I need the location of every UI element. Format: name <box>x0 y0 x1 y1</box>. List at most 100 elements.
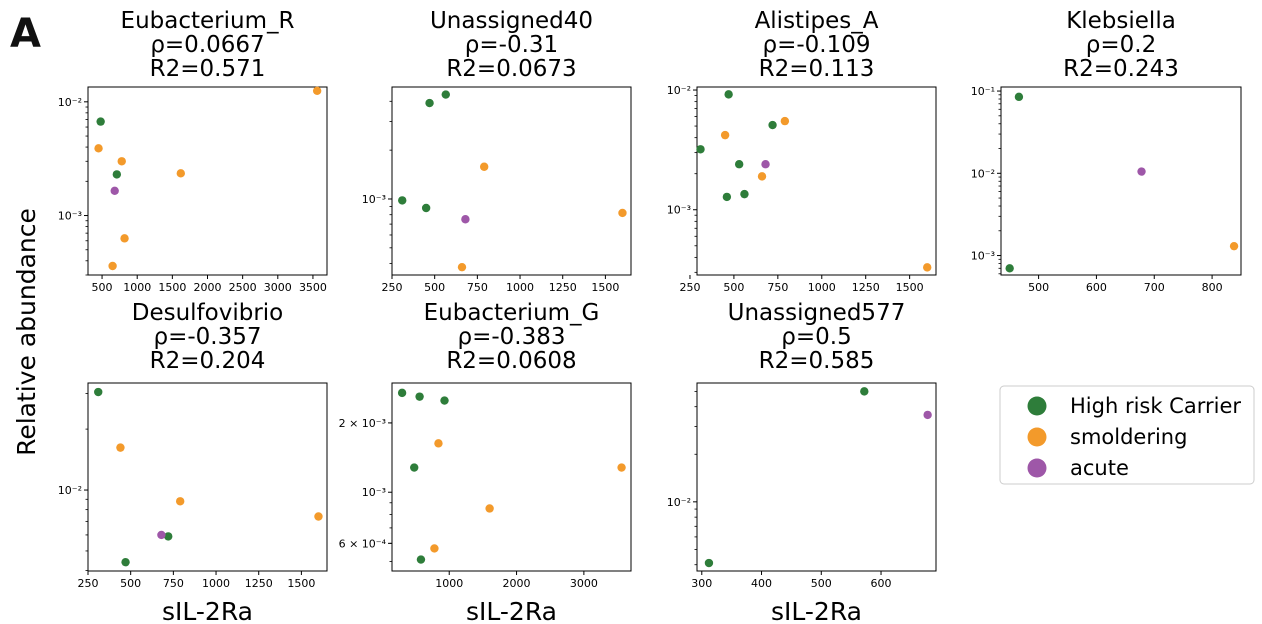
y-tick-label: 10⁻³ <box>362 193 386 206</box>
x-tick-label: 600 <box>871 577 892 590</box>
data-point-high-risk-carrier <box>860 387 869 396</box>
x-tick-label: 400 <box>751 577 772 590</box>
panel-title-line: Unassigned577 <box>728 300 906 326</box>
x-tick-label: 500 <box>92 281 113 294</box>
x-tick-label: 1500 <box>158 281 186 294</box>
data-point-smoldering <box>457 262 467 272</box>
y-tick-label: 10⁻³ <box>58 210 82 223</box>
x-tick-label: 1000 <box>808 281 836 294</box>
data-point-acute <box>110 186 119 196</box>
x-tick-label: 750 <box>163 577 184 590</box>
x-tick-label: 2500 <box>229 281 257 294</box>
data-point-acute <box>1137 167 1146 176</box>
data-point-smoldering <box>923 263 932 272</box>
data-point-high-risk-carrier <box>1005 264 1014 273</box>
legend-marker <box>1027 427 1047 447</box>
y-axis-label: Relative abundance <box>12 208 41 456</box>
x-tick-label: 3000 <box>264 281 292 294</box>
x-tick-label: 500 <box>1028 281 1049 294</box>
data-point-high-risk-carrier <box>96 117 105 126</box>
panel-title-line: Desulfovibrio <box>132 300 284 326</box>
y-tick-label: 2 × 10⁻³ <box>339 417 386 430</box>
data-point-high-risk-carrier <box>1014 92 1024 102</box>
data-point-high-risk-carrier <box>415 392 424 401</box>
x-axis-label: sIL-2Ra <box>771 597 862 624</box>
data-point-high-risk-carrier <box>112 170 122 179</box>
x-tick-label: 800 <box>1202 281 1223 294</box>
x-tick-label: 1000 <box>123 281 151 294</box>
y-tick-label: 10⁻² <box>971 167 995 180</box>
panel-title-line: ρ=-0.31 <box>465 32 558 58</box>
y-tick-label: 10⁻² <box>58 484 82 497</box>
x-tick-label: 1500 <box>287 577 315 590</box>
x-tick-label: 1000 <box>202 577 230 590</box>
axes-frame <box>696 86 937 276</box>
data-point-high-risk-carrier <box>410 463 419 472</box>
legend-marker <box>1027 458 1047 478</box>
x-tick-label: 750 <box>467 281 488 294</box>
panel-letter: A <box>10 11 41 57</box>
data-point-smoldering <box>757 172 767 181</box>
panel-title-line: R2=0.243 <box>1063 56 1179 82</box>
x-tick-label: 1000 <box>435 577 463 590</box>
data-point-high-risk-carrier <box>421 203 431 213</box>
data-point-high-risk-carrier <box>398 196 407 205</box>
y-tick-label: 10⁻² <box>58 96 82 109</box>
y-tick-label: 10⁻² <box>667 84 691 97</box>
panel-title-line: Alistipes_A <box>755 8 879 34</box>
y-tick-label: 10⁻³ <box>362 486 386 499</box>
axes-frame <box>696 382 937 572</box>
panel-title-line: ρ=0.5 <box>781 324 851 350</box>
data-point-high-risk-carrier <box>734 160 744 169</box>
x-tick-label: 500 <box>723 281 744 294</box>
axes-frame <box>391 382 632 572</box>
x-tick-label: 500 <box>120 577 141 590</box>
data-point-smoldering <box>720 130 730 140</box>
panel-title-line: R2=0.113 <box>759 56 875 82</box>
y-tick-label: 6 × 10⁻⁴ <box>339 537 387 550</box>
data-point-smoldering <box>618 208 627 218</box>
data-point-high-risk-carrier <box>397 388 407 398</box>
panel-title-line: R2=0.0608 <box>446 348 576 374</box>
axes-frame <box>87 382 328 572</box>
data-point-smoldering <box>617 463 626 472</box>
x-axis-label: sIL-2Ra <box>162 597 253 624</box>
legend-box <box>999 385 1255 485</box>
x-tick-label: 500 <box>424 281 445 294</box>
x-tick-label: 250 <box>78 577 99 590</box>
data-point-high-risk-carrier <box>722 192 732 202</box>
legend-label: High risk Carrier <box>1070 394 1241 418</box>
panel-title-line: ρ=0.2 <box>1086 32 1156 58</box>
panel-title-line: Unassigned40 <box>430 8 593 34</box>
data-point-high-risk-carrier <box>724 90 733 99</box>
legend-label: acute <box>1070 456 1129 480</box>
data-point-smoldering <box>176 169 185 178</box>
x-tick-label: 1500 <box>896 281 924 294</box>
data-point-high-risk-carrier <box>768 120 777 130</box>
data-point-high-risk-carrier <box>696 145 705 154</box>
y-tick-label: 10⁻¹ <box>971 85 995 98</box>
panel-title-line: ρ=-0.109 <box>762 32 870 58</box>
panel-title-line: Klebsiella <box>1066 8 1176 34</box>
data-point-acute <box>461 215 470 224</box>
data-point-high-risk-carrier <box>740 189 749 199</box>
x-tick-label: 600 <box>1086 281 1107 294</box>
x-tick-label: 1250 <box>245 577 273 590</box>
x-tick-label: 500 <box>811 577 832 590</box>
x-tick-label: 750 <box>767 281 788 294</box>
data-point-smoldering <box>108 261 117 271</box>
data-point-high-risk-carrier <box>164 532 173 541</box>
x-tick-label: 700 <box>1144 281 1165 294</box>
x-tick-label: 250 <box>679 281 700 294</box>
data-point-high-risk-carrier <box>416 555 426 564</box>
axes-frame <box>87 86 328 276</box>
data-point-high-risk-carrier <box>704 558 714 568</box>
data-point-smoldering <box>1229 241 1239 251</box>
